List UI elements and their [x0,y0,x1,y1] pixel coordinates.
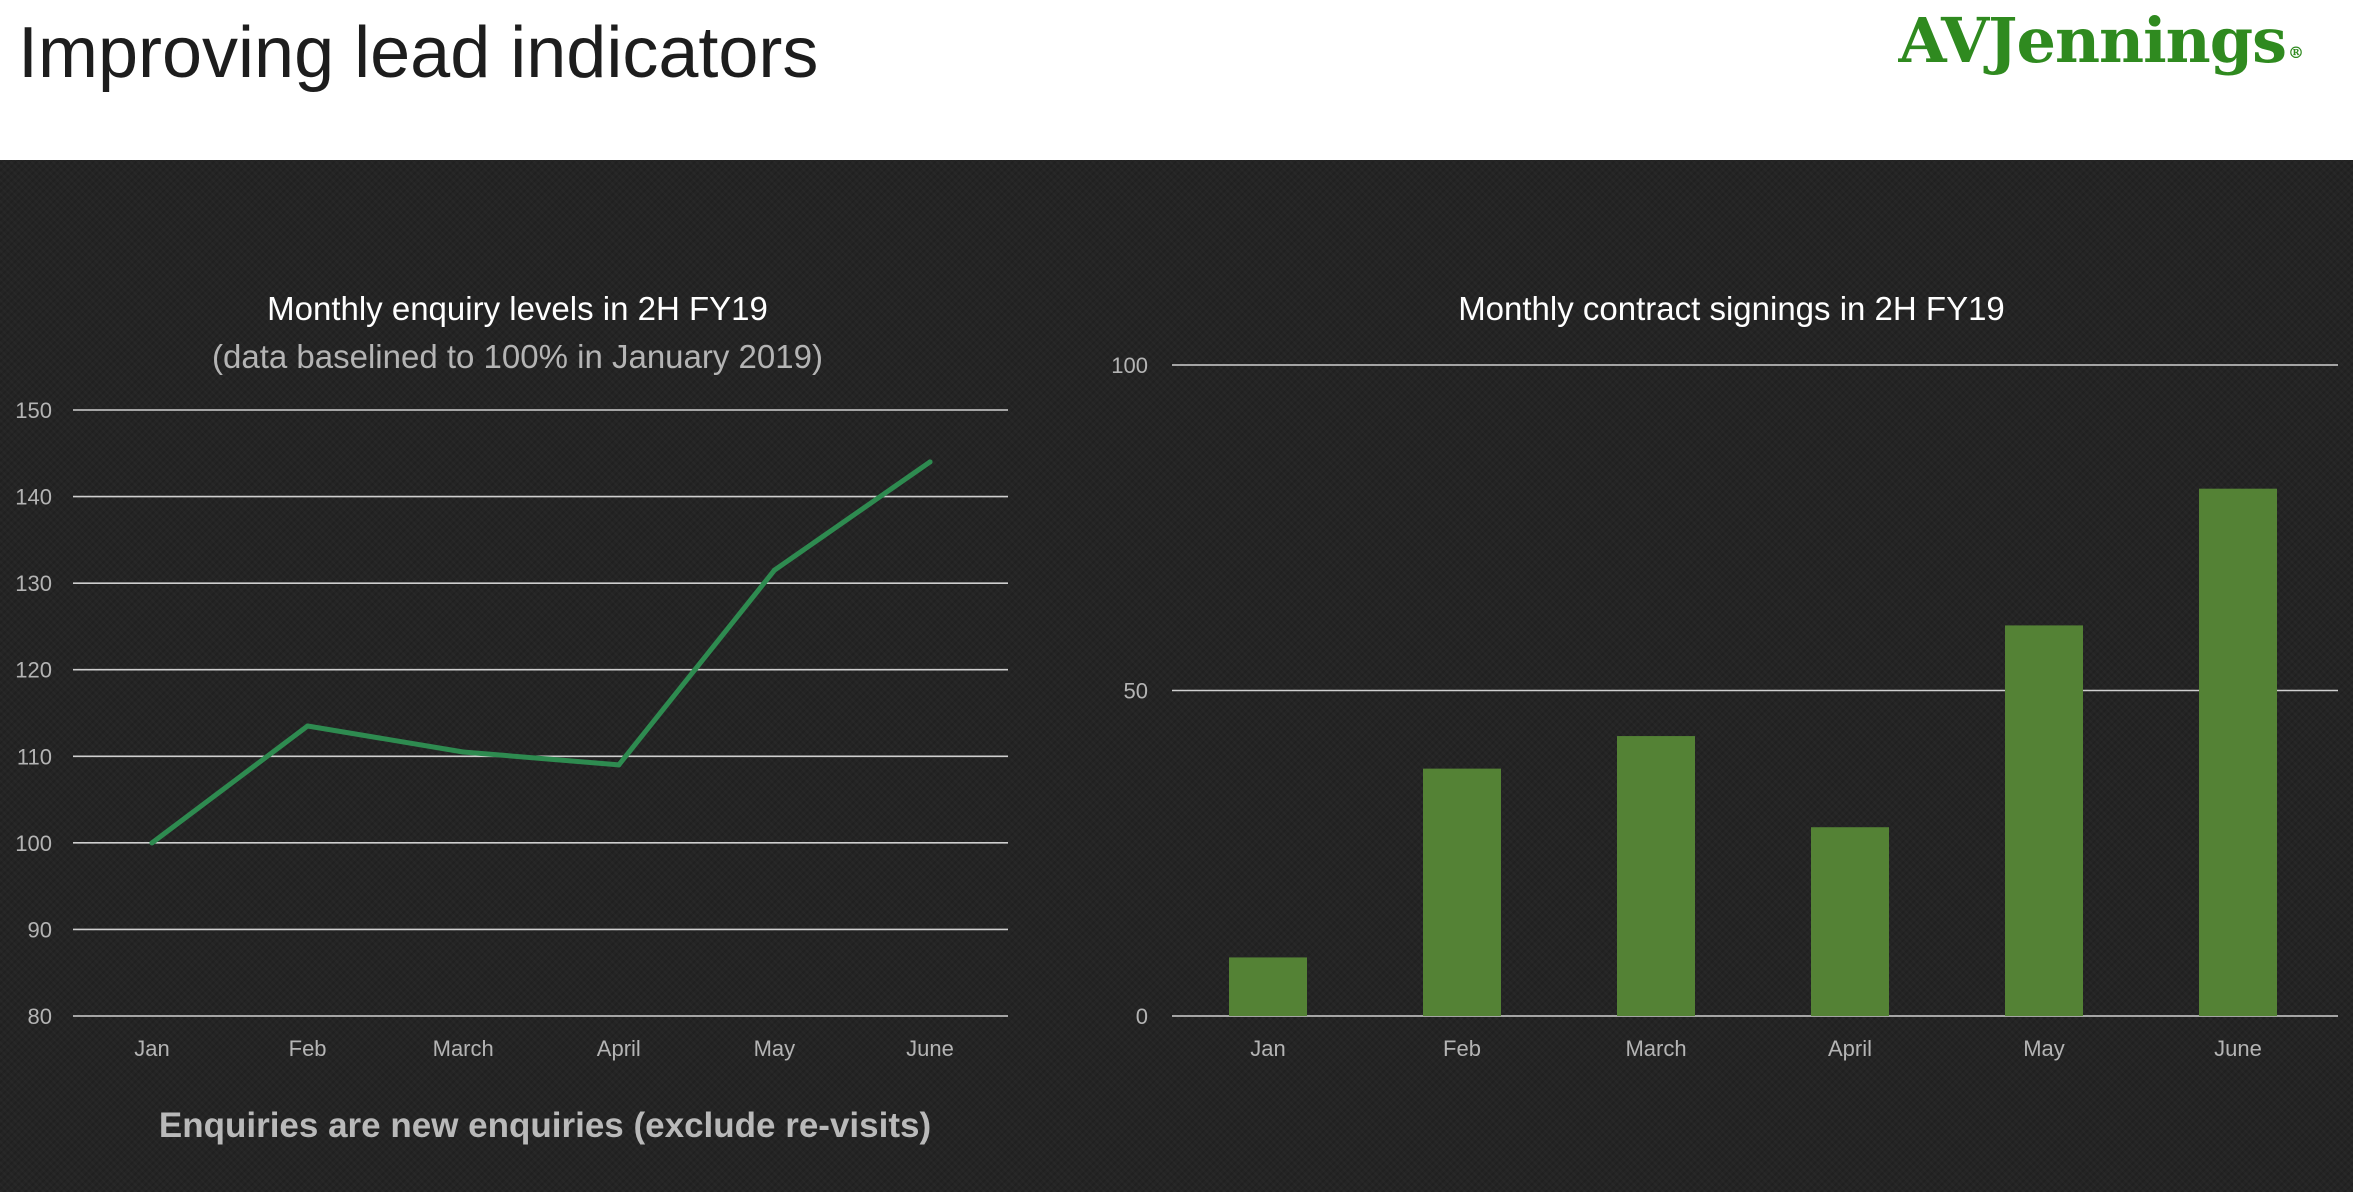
y-tick-label: 130 [15,571,52,596]
data-point [305,723,311,729]
x-tick-label: Feb [1443,1036,1481,1061]
data-point [460,749,466,755]
footnote: Enquiries are new enquiries (exclude re-… [158,1106,932,1145]
charts-panel [0,160,2353,1192]
x-tick-label: Jan [134,1036,169,1061]
x-tick-label: Jan [1250,1036,1285,1061]
signings-chart-title: Monthly contract signings in 2H FY19 [1458,290,2005,327]
enquiry-chart-subtitle: (data baselined to 100% in January 2019) [212,338,823,375]
x-tick-label: April [1828,1036,1872,1061]
signings-bar [1617,736,1695,1016]
signings-bar [2199,488,2277,1016]
y-tick-label: 0 [1136,1004,1148,1029]
page-title: Improving lead indicators [18,13,819,93]
registered-mark: ® [2288,43,2304,62]
data-point [771,567,777,573]
enquiry-line-chart: 80 90 100 110 120 130 140 150 Jan Feb March April Ma… [15,398,1008,1061]
avjennings-logo: AVJennings ® [1898,4,2304,77]
x-tick-label: June [2214,1036,2262,1061]
data-point [149,840,155,846]
x-tick-label: May [2023,1036,2065,1061]
y-tick-label: 50 [1124,679,1148,704]
y-tick-label: 100 [1111,353,1148,378]
signings-bar [1229,957,1307,1016]
y-tick-label: 100 [15,831,52,856]
y-tick-label: 80 [28,1004,52,1029]
enquiry-chart-title: Monthly enquiry levels in 2H FY19 [267,290,768,327]
y-tick-label: 140 [15,485,52,510]
signings-bar [2005,625,2083,1016]
enquiry-series-line [149,459,933,846]
signings-bar [1423,768,1501,1016]
x-tick-label: April [597,1036,641,1061]
signings-bar [1811,827,1889,1016]
data-point [927,459,933,465]
x-tick-label: June [906,1036,954,1061]
signings-bar-chart: 0 50 100 Jan Feb March April May June [1111,353,2338,1061]
header-bar: Improving lead indicators AVJennings ® [0,0,2353,160]
y-tick-label: 150 [15,398,52,423]
logo-text: AVJennings [1898,4,2287,77]
data-point [616,762,622,768]
x-tick-label: March [433,1036,494,1061]
x-tick-label: Feb [289,1036,327,1061]
y-tick-label: 90 [28,917,52,942]
y-tick-label: 110 [17,744,52,769]
x-tick-label: March [1625,1036,1686,1061]
y-tick-label: 120 [15,658,52,683]
x-tick-label: May [754,1036,796,1061]
